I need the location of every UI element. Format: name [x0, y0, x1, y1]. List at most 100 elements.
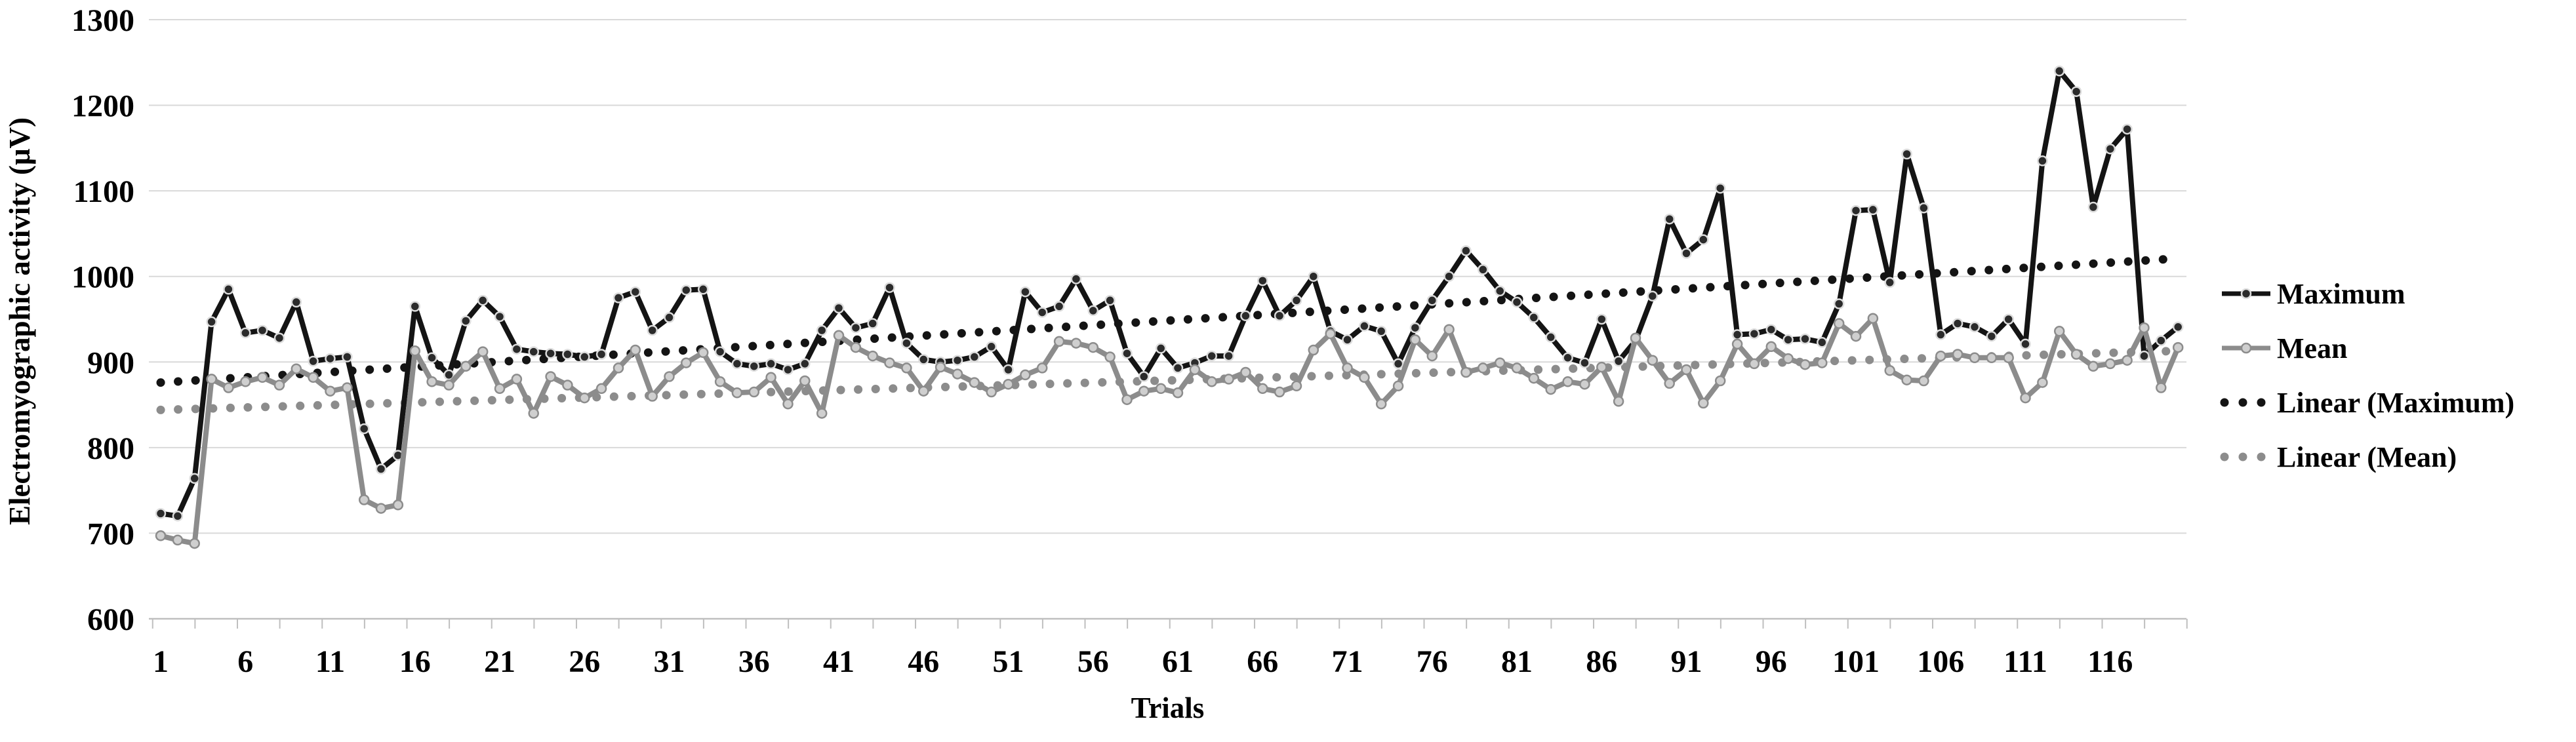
data-point-marker: [443, 369, 454, 381]
data-point-marker: [1409, 322, 1421, 334]
data-point-marker: [1528, 312, 1540, 323]
legend-item-label: Mean: [2277, 332, 2348, 364]
x-tick-label: 66: [1247, 644, 1278, 679]
y-axis-title: Electromyographic activity (μV): [3, 117, 36, 525]
data-point-marker: [2087, 201, 2099, 213]
data-point-marker: [1901, 148, 1912, 160]
x-tick-label: 76: [1417, 644, 1448, 679]
data-point-marker: [273, 380, 285, 391]
data-point-marker: [1969, 352, 1981, 364]
data-point-marker: [545, 347, 556, 359]
legend-dotted-swatch-dot: [2238, 452, 2247, 461]
x-tick-label: 16: [399, 644, 431, 679]
data-point-marker: [223, 284, 234, 295]
series-mean-line: [160, 315, 2181, 547]
data-point-marker: [562, 349, 573, 360]
data-point-marker: [1731, 329, 1743, 340]
data-point-marker: [240, 327, 251, 339]
x-tick-label: 1: [153, 644, 169, 679]
data-point-marker: [1138, 385, 1150, 397]
data-point-marker: [1681, 248, 1692, 259]
data-point-marker: [1070, 338, 1082, 349]
data-point-marker: [1308, 271, 1319, 282]
x-tick-label: 86: [1586, 644, 1617, 679]
x-tick-label: 81: [1501, 644, 1533, 679]
x-tick-label: 11: [315, 644, 345, 679]
data-point-marker: [375, 503, 387, 514]
data-point-marker: [426, 376, 437, 387]
data-point-marker: [1087, 305, 1099, 317]
data-point-marker: [613, 292, 624, 303]
data-point-marker: [647, 324, 658, 336]
y-tick-label: 900: [87, 345, 134, 380]
data-point-marker: [1884, 277, 1895, 288]
legend-item-mean: Mean: [2222, 332, 2348, 364]
data-point-marker: [1206, 376, 1217, 387]
data-point-marker: [1647, 290, 1659, 302]
data-point-marker: [1579, 378, 1590, 390]
data-point-marker: [2104, 143, 2116, 155]
data-point-marker: [1240, 310, 1251, 322]
data-point-marker: [223, 382, 234, 393]
x-tick-label: 46: [908, 644, 939, 679]
data-point-marker: [1986, 330, 1998, 342]
data-point-marker: [1935, 350, 1946, 362]
data-point-marker: [613, 362, 624, 374]
legend: Maximum Mean Linear (Maximum) Linear (Mean): [2220, 278, 2514, 473]
data-point-marker: [528, 408, 539, 419]
legend-dotted-swatch-dot: [2220, 452, 2229, 461]
legend-item-label: Maximum: [2277, 278, 2405, 310]
data-point-marker: [2139, 322, 2150, 334]
data-point-marker: [460, 361, 472, 372]
y-tick-labels: 1300 1200 1100 1000 900 800 700 600: [71, 3, 134, 637]
data-point-marker: [273, 332, 285, 343]
data-point-marker: [1714, 182, 1726, 194]
data-point-marker: [1155, 343, 1167, 354]
data-point-marker: [1478, 362, 1489, 374]
data-point-marker: [1681, 364, 1692, 376]
data-point-marker: [1426, 295, 1438, 306]
data-point-marker: [1952, 318, 1963, 329]
data-point-marker: [1986, 352, 1998, 364]
data-point-marker: [1935, 329, 1946, 340]
data-point-marker: [579, 351, 590, 362]
data-point-marker: [1020, 369, 1031, 381]
data-point-marker: [1698, 397, 1709, 409]
data-point-marker: [477, 295, 489, 306]
data-point-marker: [579, 392, 590, 404]
series-maximum: [155, 66, 2184, 522]
data-point-marker: [2122, 123, 2133, 135]
data-point-marker: [748, 361, 760, 372]
data-point-marker: [1478, 264, 1489, 275]
x-tick-label: 41: [823, 644, 855, 679]
series-maximum-line: [160, 68, 2180, 519]
data-point-marker: [1562, 352, 1573, 364]
data-point-marker: [1562, 376, 1573, 387]
data-point-marker: [1392, 358, 1404, 370]
y-tick-label: 1000: [71, 260, 134, 295]
x-tick-label: 101: [1832, 644, 1880, 679]
trendline-linear-mean-: [156, 346, 2183, 414]
data-point-marker: [1121, 347, 1133, 359]
data-point-marker: [1901, 374, 1912, 385]
legend-dotted-swatch-dot: [2257, 398, 2266, 407]
data-point-marker: [256, 372, 268, 383]
data-point-marker: [426, 352, 437, 364]
data-point-marker: [2172, 342, 2184, 353]
data-point-marker: [1918, 375, 1929, 387]
data-point-marker: [1545, 332, 1556, 343]
data-point-marker: [1511, 362, 1523, 374]
data-point-marker: [189, 537, 200, 549]
data-point-marker: [714, 376, 726, 387]
data-point-marker: [850, 322, 862, 334]
data-point-marker: [1223, 350, 1234, 362]
data-point-marker: [1359, 372, 1370, 383]
data-point-marker: [765, 358, 776, 370]
data-point-marker: [2020, 392, 2031, 404]
y-tick-label: 1200: [71, 89, 134, 124]
data-point-marker: [986, 341, 997, 353]
data-point-marker: [443, 380, 454, 391]
data-point-marker: [545, 371, 556, 382]
x-tick-label: 36: [738, 644, 770, 679]
data-point-marker: [256, 324, 268, 336]
